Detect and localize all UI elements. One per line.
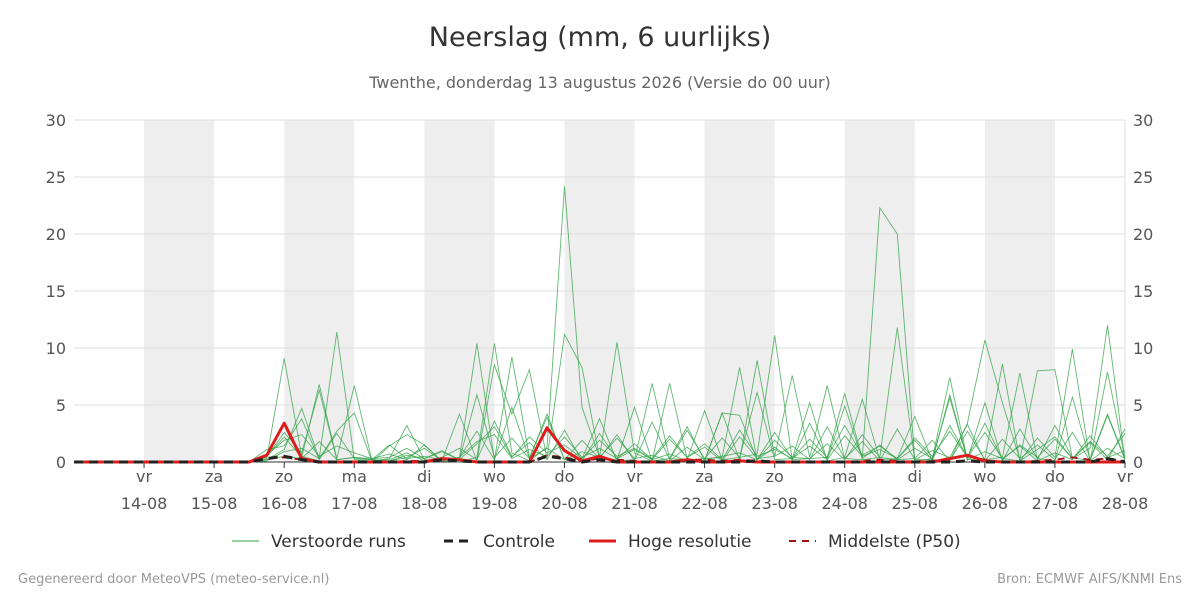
y-tick-label-left: 25 (46, 168, 66, 187)
y-tick-label-right: 15 (1133, 282, 1153, 301)
x-tick-label-day: ma (832, 467, 857, 486)
x-tick-label-day: za (205, 467, 223, 486)
x-tick-label-date: 20-08 (541, 494, 588, 513)
x-tick-label-day: zo (766, 467, 784, 486)
x-tick-label-day: zo (275, 467, 293, 486)
legend-label: Controle (483, 532, 555, 552)
legend-controle: Controle (444, 532, 555, 552)
x-tick-label-day: wo (483, 467, 506, 486)
y-tick-label-left: 30 (46, 111, 66, 130)
x-tick-label-day: wo (973, 467, 996, 486)
x-tick-label-day: ma (342, 467, 367, 486)
plot-area (74, 186, 1125, 464)
x-tick-label-day: di (417, 467, 432, 486)
y-tick-label-right: 30 (1133, 111, 1153, 130)
legend-label: Verstoorde runs (271, 532, 406, 552)
legend-middelste: Middelste (P50) (789, 532, 961, 552)
controle-line (74, 454, 1125, 464)
legend-label: Hoge resolutie (628, 532, 752, 552)
x-tick-label-date: 19-08 (471, 494, 518, 513)
x-tick-label-date: 27-08 (1032, 494, 1079, 513)
y-tick-label-right: 5 (1133, 396, 1143, 415)
x-tick-label-date: 18-08 (401, 494, 448, 513)
x-tick-label-date: 21-08 (611, 494, 658, 513)
ensemble-member-line (74, 396, 1125, 463)
x-tick-label-day: vr (1117, 467, 1133, 486)
x-tick-label-day: di (907, 467, 922, 486)
x-tick-label-date: 28-08 (1102, 494, 1149, 513)
y-tick-label-right: 25 (1133, 168, 1153, 187)
x-tick-label-date: 26-08 (962, 494, 1009, 513)
p50-line (74, 454, 1125, 463)
x-tick-label-date: 23-08 (751, 494, 798, 513)
chart-title: Neerslag (mm, 6 uurlijks) (428, 22, 772, 53)
footer-generator-credit: Gegenereerd door MeteoVPS (meteo-service… (18, 572, 330, 587)
ensemble-member-line (74, 327, 1125, 463)
x-tick-label-date: 16-08 (261, 494, 308, 513)
ensemble-member-line (74, 412, 1125, 463)
legend-hoge-resolutie: Hoge resolutie (589, 532, 752, 552)
ensemble-member-line (74, 367, 1125, 463)
x-tick-label-date: 17-08 (331, 494, 378, 513)
y-tick-label-right: 20 (1133, 225, 1153, 244)
x-tick-label-day: za (695, 467, 713, 486)
x-tick-label-date: 24-08 (821, 494, 868, 513)
footer-source-credit: Bron: ECMWF AIFS/KNMI Ens (997, 572, 1182, 587)
legend-verstoorde-runs: Verstoorde runs (232, 532, 406, 552)
y-tick-label-right: 10 (1133, 339, 1153, 358)
x-tick-label-date: 14-08 (121, 494, 168, 513)
x-tick-label-day: vr (136, 467, 152, 486)
x-tick-label-day: do (554, 467, 574, 486)
x-tick-label-date: 25-08 (892, 494, 939, 513)
ensemble-member-line (74, 388, 1125, 463)
x-tick-label-date: 15-08 (191, 494, 238, 513)
y-tick-label-left: 0 (56, 453, 66, 472)
legend-label: Middelste (P50) (828, 532, 961, 552)
x-tick-label-day: do (1045, 467, 1065, 486)
y-tick-label-right: 0 (1133, 453, 1143, 472)
chart-subtitle: Twenthe, donderdag 13 augustus 2026 (Ver… (369, 73, 831, 92)
x-tick-label-day: vr (627, 467, 643, 486)
x-tick-label-date: 22-08 (681, 494, 728, 513)
y-tick-label-left: 10 (46, 339, 66, 358)
y-tick-label-left: 5 (56, 396, 66, 415)
y-tick-label-left: 15 (46, 282, 66, 301)
ensemble-member-line (74, 422, 1125, 463)
y-tick-label-left: 20 (46, 225, 66, 244)
